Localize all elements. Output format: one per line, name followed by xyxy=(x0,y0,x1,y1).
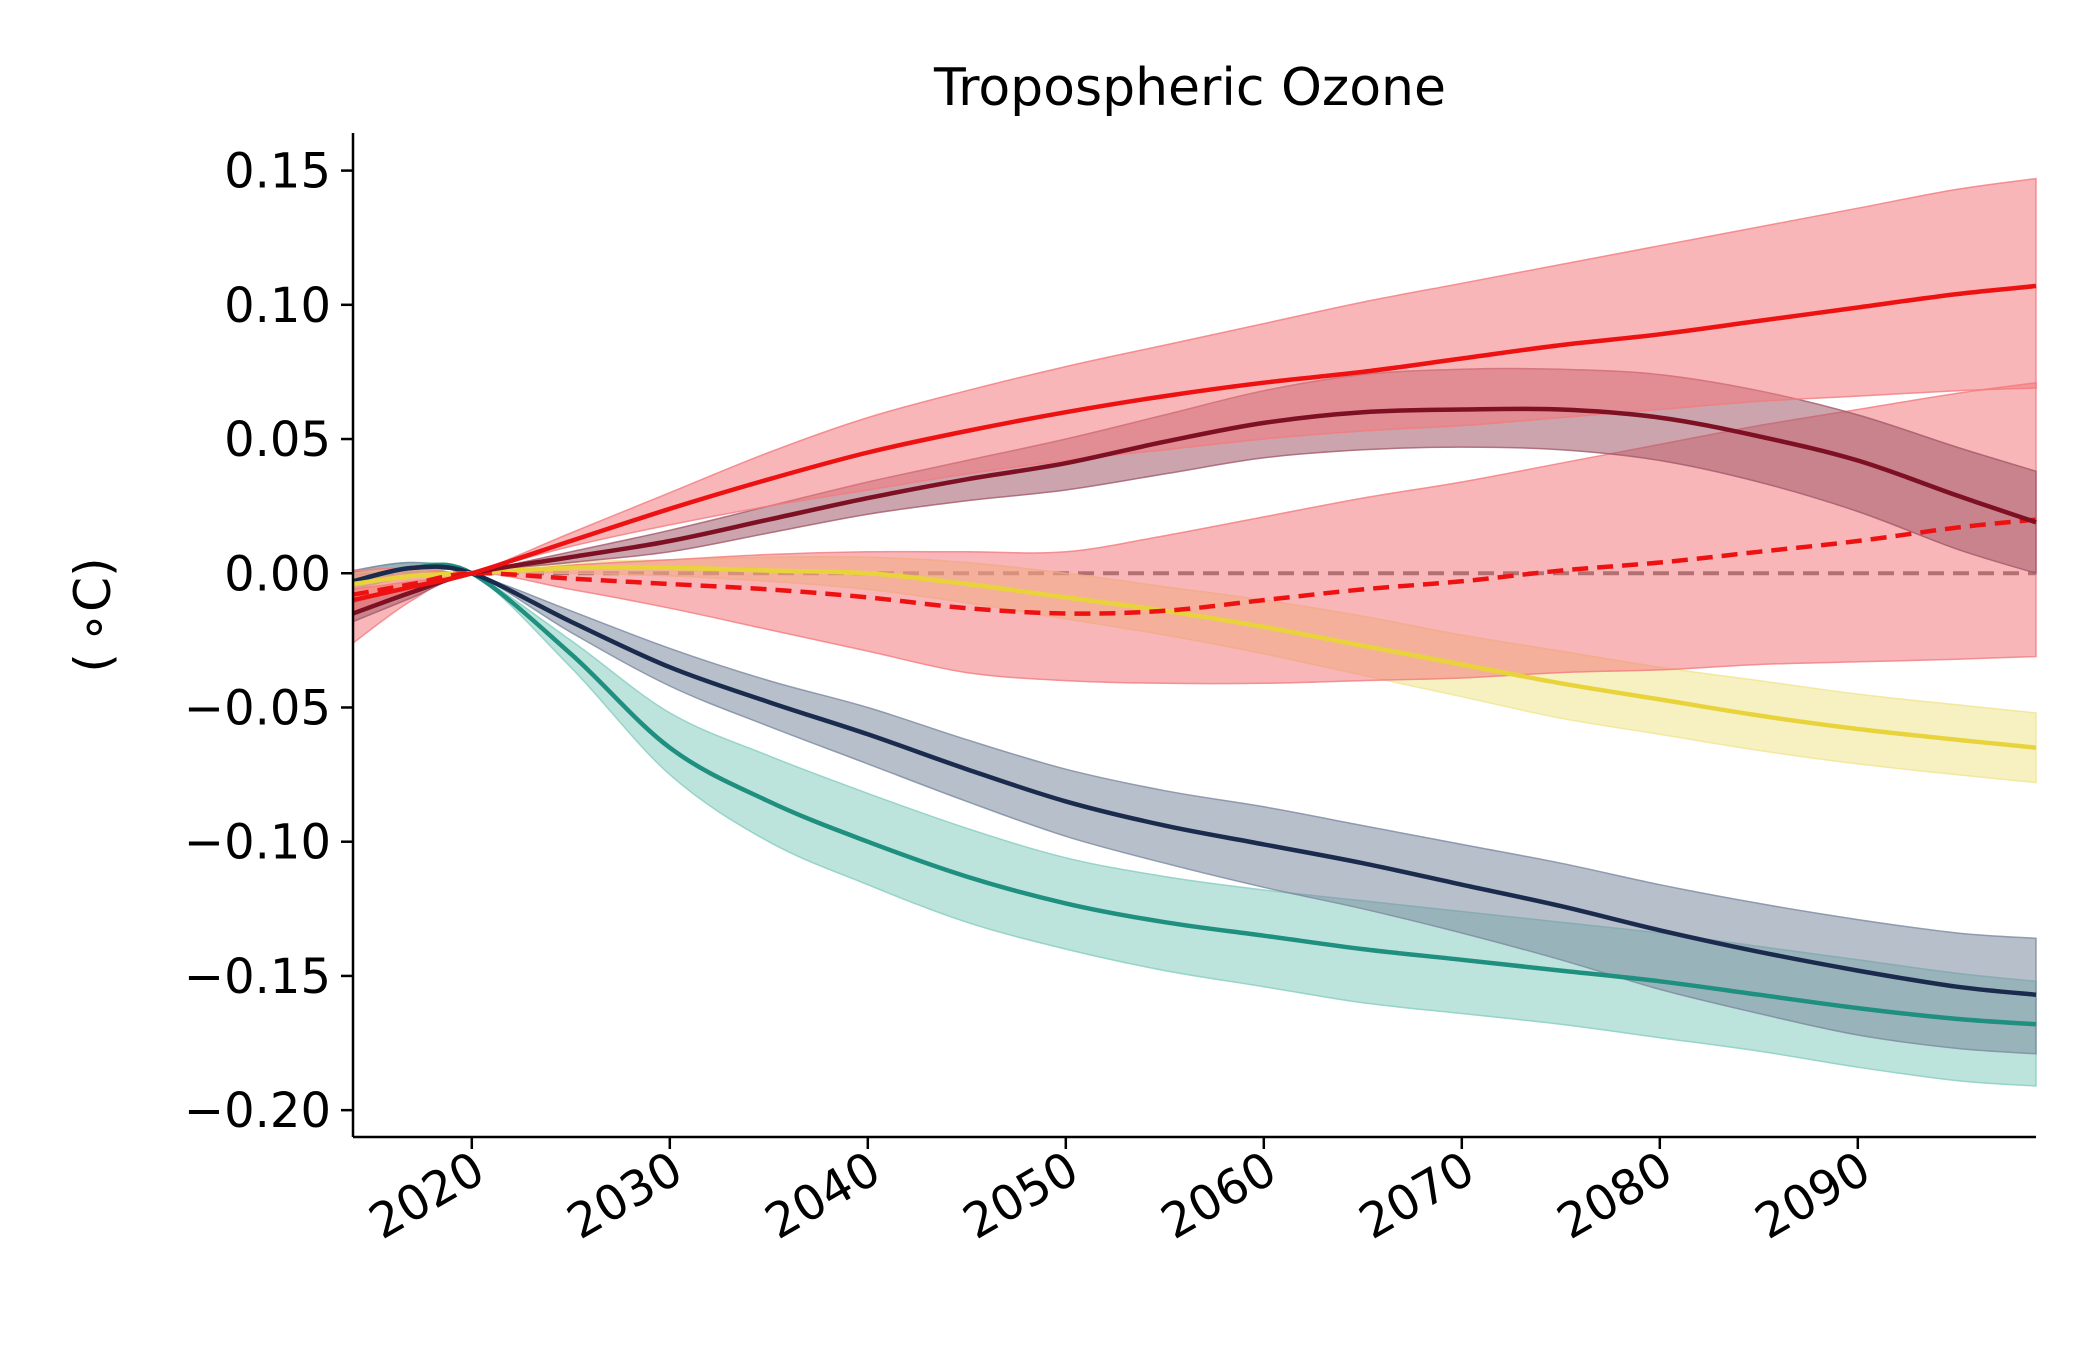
confidence-bands xyxy=(352,177,2037,1087)
x-tick-label: 2070 xyxy=(1350,1141,1484,1251)
x-tick-label: 2020 xyxy=(360,1141,494,1251)
chart-title: Tropospheric Ozone xyxy=(933,58,1446,118)
series-line-1 xyxy=(352,562,2037,1027)
series-line-4 xyxy=(352,517,2037,616)
series-line-3 xyxy=(352,565,2037,750)
series-line-2 xyxy=(352,564,2037,997)
confidence-band-2 xyxy=(352,561,2037,1055)
y-tick-label: 0.10 xyxy=(224,278,331,334)
y-tick-label: −0.15 xyxy=(184,949,331,1005)
series-lines xyxy=(352,283,2037,1027)
x-tick-label: 2050 xyxy=(954,1141,1088,1251)
x-tick-label: 2040 xyxy=(756,1141,890,1251)
y-tick-label: −0.20 xyxy=(184,1083,331,1139)
y-tick-label: −0.05 xyxy=(184,680,331,736)
y-tick-label: 0.05 xyxy=(224,412,331,468)
confidence-band-6 xyxy=(352,177,2037,612)
series-line-6 xyxy=(352,283,2037,603)
x-tick-label: 2080 xyxy=(1548,1141,1682,1251)
x-tick-label: 2060 xyxy=(1152,1141,1286,1251)
y-tick-label: 0.00 xyxy=(224,546,331,602)
x-tick-label: 2090 xyxy=(1746,1141,1880,1251)
y-tick-label: 0.15 xyxy=(224,144,331,200)
x-tick-label: 2030 xyxy=(558,1141,692,1251)
y-axis-label: ( ∘C) xyxy=(64,557,122,672)
y-tick-label: −0.10 xyxy=(184,815,331,871)
series-line-5 xyxy=(352,406,2037,616)
